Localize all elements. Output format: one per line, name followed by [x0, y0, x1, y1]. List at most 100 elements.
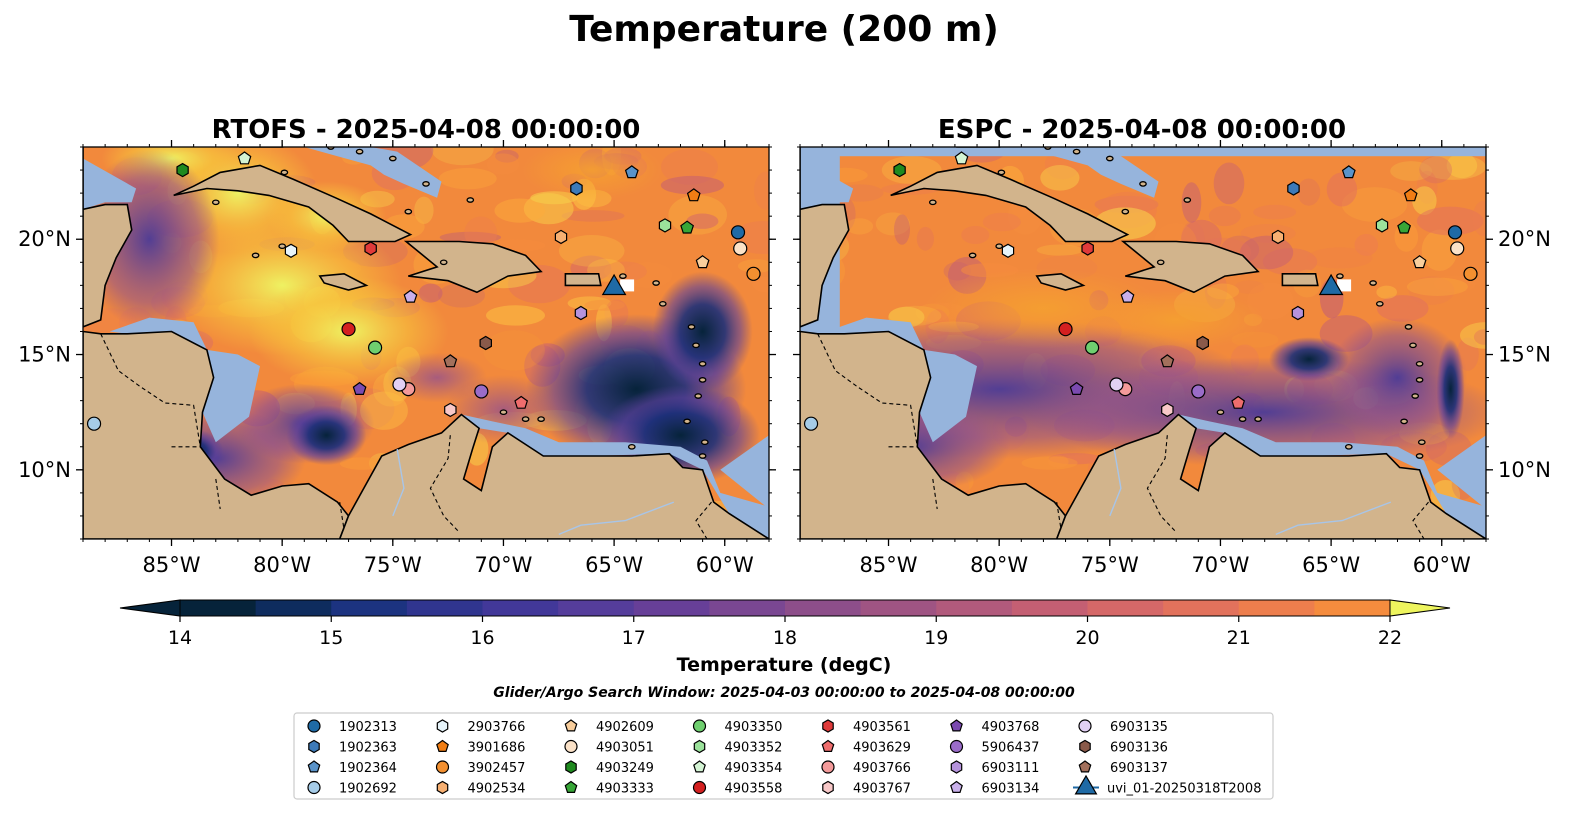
colorbar-bin	[709, 600, 786, 616]
land-hisp	[403, 240, 543, 294]
colorbar-tick-label: 22	[1378, 627, 1402, 649]
legend-label: 6903135	[1110, 720, 1168, 735]
marker-4903333	[680, 220, 695, 234]
colorbar-bin	[255, 600, 332, 616]
legend-item: 4903051	[564, 739, 654, 756]
x-tick-label: 80°W	[970, 553, 1028, 577]
legend-label: 4902609	[596, 720, 654, 735]
colorbar-tick-label: 14	[168, 627, 192, 649]
legend-marker	[692, 780, 707, 795]
marker-1902363	[1287, 181, 1300, 196]
marker-6903111	[574, 305, 588, 321]
legend-item: 6903111	[950, 760, 1040, 776]
marker-4902609	[1412, 255, 1427, 269]
legend-frame	[293, 712, 1274, 800]
marker-6903134	[403, 289, 418, 303]
land-cuba	[173, 164, 413, 243]
marker-4902534	[554, 229, 568, 245]
marker-4903767	[444, 402, 457, 418]
marker-4903558	[341, 322, 356, 337]
colorbar-bin	[633, 600, 710, 616]
legend-marker	[564, 719, 578, 732]
shelf-venez	[461, 414, 769, 539]
legend-label: 6903111	[982, 761, 1040, 776]
legend-marker	[308, 739, 320, 754]
marker-4903249	[176, 162, 189, 178]
axes-frame	[82, 146, 770, 540]
legend-label: 4903352	[725, 741, 783, 756]
legend-marker	[950, 780, 963, 794]
colorbar-bin	[331, 600, 408, 616]
colorbar-bin	[406, 600, 484, 616]
x-tick-label: 65°W	[585, 553, 643, 577]
legend-label: 3902457	[468, 761, 526, 776]
marker-4903354	[237, 151, 252, 165]
marker-4903561	[1081, 241, 1094, 256]
legend-marker	[307, 780, 321, 795]
x-tick-label: 60°W	[696, 553, 754, 577]
marker-4903767	[1161, 402, 1174, 418]
legend: 1902313 1902363 1902364 1902692 2903766 39016…	[293, 712, 1274, 800]
legend-label: uvi_01-20250318T2008	[1107, 782, 1261, 797]
x-tick-label: 75°W	[1081, 553, 1139, 577]
legend-marker	[821, 739, 835, 753]
land-gulf	[800, 147, 850, 328]
legend-item: 4902609	[564, 719, 654, 735]
legend-item: 4903350	[692, 719, 782, 735]
legend-marker	[692, 719, 707, 733]
marker-4903768	[352, 381, 367, 395]
land-pr	[564, 272, 602, 287]
marker-1902692	[86, 416, 102, 431]
legend-item: 3902457	[435, 760, 526, 776]
marker-6903135	[392, 377, 407, 392]
colorbar-bin	[1238, 600, 1315, 616]
legend-item: 3901686	[436, 739, 526, 756]
land-jam	[318, 272, 369, 291]
marker-1902692	[803, 416, 819, 431]
legend-label: 4903558	[725, 782, 783, 797]
legend-marker	[949, 739, 964, 754]
marker-4903333	[1397, 220, 1412, 234]
marker-1902313	[1447, 225, 1463, 240]
legend-item: 4903354	[693, 760, 782, 776]
marker-4903768	[1069, 381, 1084, 395]
legend-item: 4903629	[821, 739, 911, 756]
marker-4903249	[893, 162, 906, 178]
y-tick-label: 15°N	[18, 343, 71, 367]
marker-6903136	[479, 335, 492, 351]
marker-4903558	[1058, 322, 1073, 337]
marker-4903561	[364, 241, 377, 256]
legend-marker	[435, 760, 450, 774]
legend-marker	[1078, 719, 1092, 733]
legend-item: 2903766	[436, 719, 526, 735]
legend-marker	[436, 719, 449, 733]
legend-label: 4903561	[853, 720, 911, 735]
colorbar-bin	[785, 600, 862, 616]
colorbar-bin	[1011, 600, 1089, 616]
marker-1902313	[730, 225, 746, 240]
marker-6903136	[1196, 335, 1210, 351]
legend-item: 1902692	[307, 780, 397, 797]
marker-4903354	[954, 151, 969, 165]
legend-label: 3901686	[468, 741, 526, 756]
legend-label: 6903134	[982, 782, 1040, 797]
legend-item: 1902313	[307, 719, 397, 735]
panel-title-espc: ESPC - 2025-04-08 00:00:00	[938, 115, 1346, 145]
colorbar-bin	[1163, 600, 1240, 616]
y-tick-label: 15°N	[1498, 343, 1551, 367]
legend-marker	[693, 760, 706, 773]
x-tick-label: 60°W	[1413, 553, 1471, 577]
marker-6903137	[443, 354, 458, 368]
legend-label: 4903767	[853, 782, 911, 797]
colorbar-bin	[558, 600, 635, 616]
x-tick-label: 85°W	[143, 553, 201, 577]
marker-2903766	[284, 243, 298, 258]
shelf-venez	[1178, 414, 1486, 539]
legend-label: 2903766	[468, 720, 526, 735]
legend-marker	[693, 739, 706, 754]
marker-1902364	[624, 165, 639, 179]
legend-marker	[307, 719, 321, 733]
marker-4903629	[514, 395, 529, 409]
marker-uvi_01-20250318T2008	[1318, 273, 1344, 296]
